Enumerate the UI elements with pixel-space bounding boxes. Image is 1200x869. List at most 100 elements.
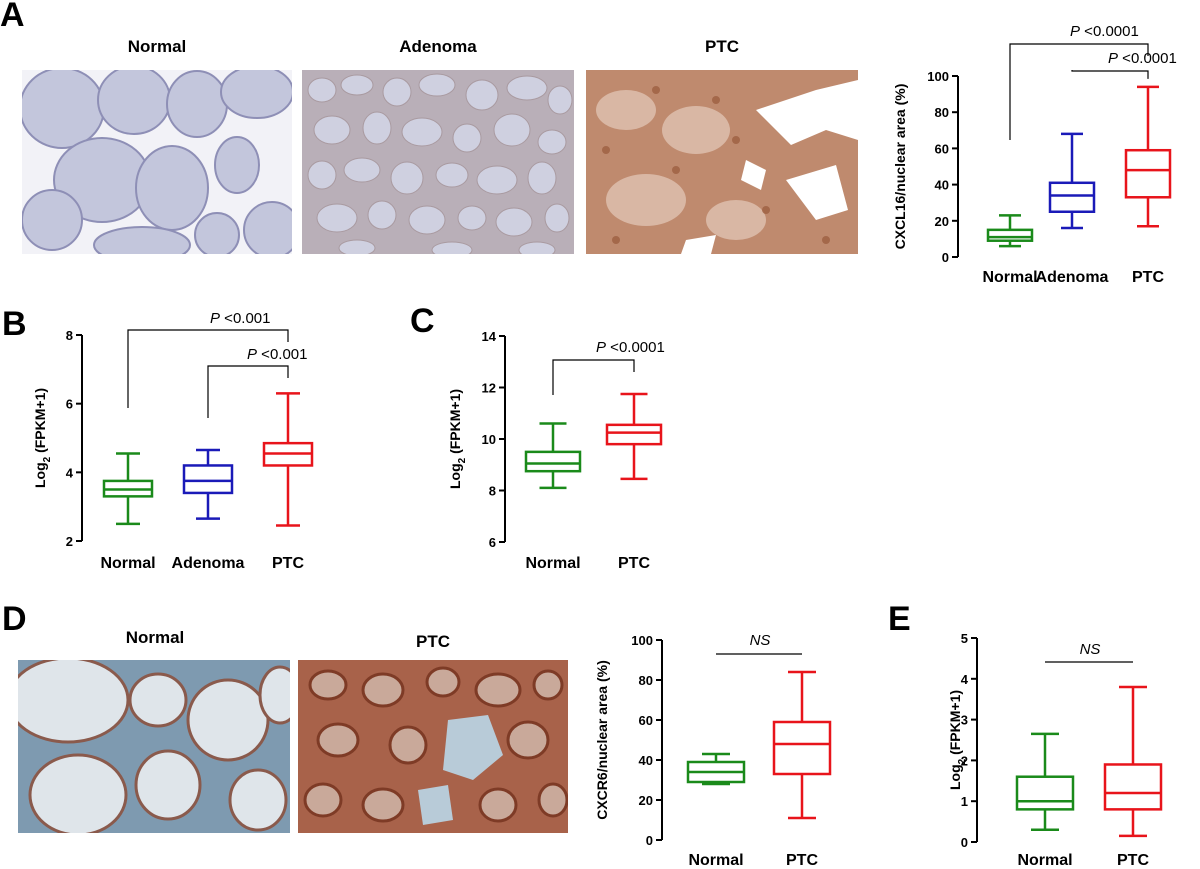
image-title-a-normal: Normal: [127, 37, 187, 56]
bracket-line: [1071, 70, 1149, 79]
box-e-normal: [1015, 732, 1075, 832]
significance-bracket-b-0: [127, 329, 289, 408]
y-tick-label-b-1: 4: [66, 465, 74, 480]
y-tick-label-d-1: 20: [639, 793, 653, 808]
box-a-adenoma: [1048, 132, 1096, 230]
y-tick-label-e-5: 5: [961, 631, 968, 646]
significance-label-b-1: P <0.001: [247, 346, 307, 363]
panel-label-a: A: [0, 0, 25, 34]
y-tick-label-a-5: 100: [927, 69, 949, 84]
y-tick-label-c-3: 12: [482, 381, 496, 396]
box-d-ptc: [772, 670, 832, 820]
y-tick-label-c-2: 10: [482, 432, 496, 447]
box-c-ptc: [605, 392, 663, 481]
category-label-e-normal: Normal: [1017, 852, 1072, 869]
y-tick-label-d-4: 80: [639, 673, 653, 688]
y-tick-label-c-0: 6: [489, 535, 496, 550]
iqr-box: [1015, 775, 1075, 811]
iqr-box: [605, 423, 663, 446]
significance-label-a-1: P <0.0001: [1108, 50, 1177, 67]
box-c-normal: [524, 422, 582, 490]
y-tick-label-e-0: 0: [961, 835, 968, 850]
category-label-b-adenoma: Adenoma: [172, 555, 245, 572]
y-tick-label-c-4: 14: [482, 329, 497, 344]
micrograph-a-adenoma: [302, 70, 574, 254]
y-axis-label-e: Log2 (FPKM+1): [947, 690, 968, 790]
image-title-a-adenoma: Adenoma: [399, 37, 477, 56]
significance-bracket-a-1: [1071, 70, 1149, 79]
y-tick-label-d-0: 0: [646, 833, 653, 848]
y-tick-label-c-1: 8: [489, 484, 496, 499]
bracket-line: [1009, 43, 1149, 140]
category-label-a-adenoma: Adenoma: [1036, 269, 1109, 286]
y-tick-label-a-1: 20: [935, 214, 949, 229]
category-label-e-ptc: PTC: [1117, 852, 1149, 869]
bracket-line: [207, 365, 289, 418]
panel-label-c: C: [410, 302, 435, 340]
y-tick-label-b-2: 6: [66, 397, 73, 412]
y-tick-label-d-5: 100: [631, 633, 653, 648]
category-label-d-ptc: PTC: [786, 852, 818, 869]
y-tick-label-e-4: 4: [961, 672, 969, 687]
iqr-box: [1124, 148, 1172, 199]
y-axis-label-d: CXCR6/nuclear area (%): [594, 660, 610, 820]
micrograph-d-normal: [18, 660, 290, 833]
box-b-ptc: [262, 392, 314, 527]
y-tick-label-d-2: 40: [639, 753, 653, 768]
bracket-line: [127, 329, 289, 408]
iqr-box: [772, 720, 832, 776]
box-d-normal: [686, 752, 746, 786]
y-tick-label-a-3: 60: [935, 141, 949, 156]
y-tick-label-a-4: 80: [935, 105, 949, 120]
category-label-d-normal: Normal: [688, 852, 743, 869]
iqr-box: [182, 464, 234, 495]
significance-bracket-c-0: [552, 359, 635, 395]
significance-bracket-a-0: [1009, 43, 1149, 140]
y-tick-label-a-2: 40: [935, 178, 949, 193]
y-axis-label-a: CXCL16/nuclear area (%): [892, 84, 908, 250]
image-title-d-ptc: PTC: [416, 632, 450, 651]
category-label-a-normal: Normal: [982, 269, 1037, 286]
y-axis-label-c: Log2 (FPKM+1): [447, 389, 468, 489]
micrograph-a-normal: [22, 70, 292, 254]
box-b-adenoma: [182, 448, 234, 520]
box-b-normal: [102, 452, 154, 526]
significance-bracket-b-1: [207, 365, 289, 418]
category-label-b-normal: Normal: [100, 555, 155, 572]
y-tick-label-d-3: 60: [639, 713, 653, 728]
iqr-box: [1103, 763, 1163, 811]
image-title-a-ptc: PTC: [705, 37, 739, 56]
y-axis-label-b: Log2 (FPKM+1): [32, 388, 53, 488]
category-label-b-ptc: PTC: [272, 555, 304, 572]
micrograph-d-ptc: [298, 660, 568, 833]
y-tick-label-b-3: 8: [66, 328, 73, 343]
significance-label-d-0: NS: [750, 632, 771, 649]
iqr-box: [524, 450, 582, 473]
significance-label-c-0: P <0.0001: [596, 339, 665, 356]
y-tick-label-e-2: 2: [961, 753, 968, 768]
iqr-box: [986, 228, 1034, 242]
iqr-box: [1048, 181, 1096, 213]
significance-label-e-0: NS: [1080, 641, 1101, 658]
y-tick-label-a-0: 0: [942, 250, 949, 265]
y-tick-label-e-1: 1: [961, 794, 968, 809]
category-label-c-ptc: PTC: [618, 555, 650, 572]
panel-label-d: D: [2, 600, 27, 638]
significance-label-a-0: P <0.0001: [1070, 23, 1139, 40]
y-tick-label-b-0: 2: [66, 534, 73, 549]
panel-label-e: E: [888, 600, 911, 638]
box-a-ptc: [1124, 85, 1172, 228]
image-title-d-normal: Normal: [125, 628, 185, 647]
category-label-a-ptc: PTC: [1132, 269, 1164, 286]
category-label-c-normal: Normal: [525, 555, 580, 572]
micrograph-a-ptc: [586, 70, 858, 254]
box-e-ptc: [1103, 685, 1163, 838]
significance-label-b-0: P <0.001: [210, 310, 270, 327]
y-tick-label-e-3: 3: [961, 713, 968, 728]
box-a-normal: [986, 214, 1034, 248]
